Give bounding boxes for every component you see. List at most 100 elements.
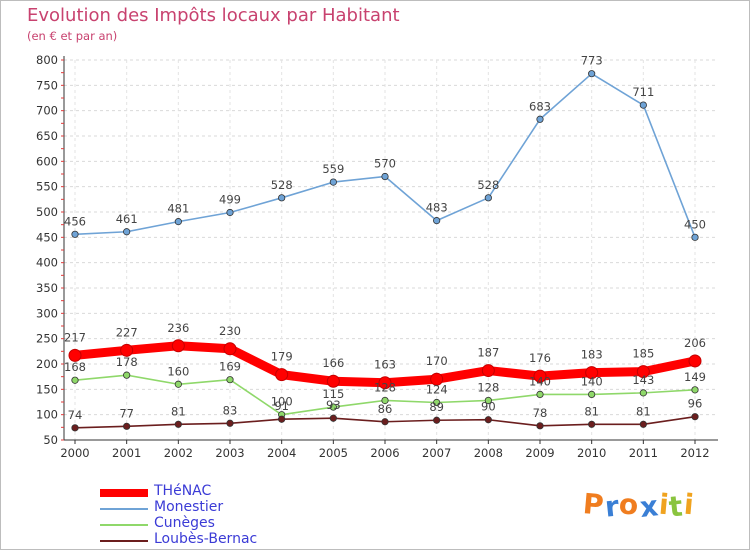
data-label: 124	[426, 383, 448, 397]
legend-label-loubes-bernac: Loubès-Bernac	[154, 531, 258, 547]
data-label: 163	[374, 358, 396, 372]
data-label: 176	[529, 351, 551, 365]
data-label: 236	[167, 321, 189, 335]
data-point	[381, 396, 389, 405]
data-label: 456	[64, 214, 86, 228]
proxiti-logo: Proxiti	[581, 487, 696, 524]
data-point	[378, 376, 392, 390]
data-label: 230	[219, 324, 241, 338]
data-point	[381, 172, 389, 181]
data-label: 450	[684, 217, 706, 231]
data-point	[278, 194, 286, 202]
data-label: 78	[533, 406, 548, 420]
data-label: 481	[167, 202, 189, 216]
data-point	[226, 376, 234, 384]
data-point	[275, 368, 289, 382]
data-point	[430, 372, 444, 386]
data-label: 570	[374, 157, 396, 171]
y-tick-label: 300	[36, 306, 58, 320]
data-label: 74	[68, 408, 83, 422]
data-label: 93	[326, 398, 341, 412]
y-tick-label: 100	[36, 408, 58, 422]
data-point	[639, 420, 647, 428]
x-tick-label: 2005	[319, 446, 348, 460]
data-label: 140	[581, 374, 603, 388]
data-point	[533, 369, 547, 383]
x-tick-label: 2009	[525, 446, 554, 460]
data-label: 559	[322, 162, 344, 176]
data-label: 683	[529, 99, 551, 113]
data-point	[691, 233, 699, 241]
legend-label-cuneges: Cunèges	[154, 515, 215, 531]
data-label: 179	[271, 350, 293, 364]
data-label: 168	[64, 360, 86, 374]
y-tick-label: 200	[36, 357, 58, 371]
legend-label-thenac: THéNAC	[154, 483, 212, 499]
data-point	[433, 416, 441, 424]
data-point	[433, 398, 441, 407]
data-point	[481, 364, 495, 378]
data-label: 227	[116, 325, 138, 339]
legend-swatch-monestier	[100, 508, 148, 510]
data-point	[71, 230, 79, 238]
y-tick-label: 500	[36, 205, 58, 219]
line-chart: 50 100 150 200 250 300 350 400 450 500 550 600 650 70…	[36, 53, 718, 460]
data-label: 711	[632, 85, 654, 99]
data-point	[226, 419, 234, 427]
data-point	[329, 414, 337, 422]
data-point	[636, 365, 650, 379]
data-point	[381, 418, 389, 426]
data-point	[588, 420, 596, 428]
data-point	[223, 342, 237, 356]
data-label: 128	[477, 380, 499, 394]
data-label: 90	[481, 400, 496, 414]
data-label: 528	[271, 178, 293, 192]
data-label: 206	[684, 336, 706, 350]
x-tick-label: 2004	[267, 446, 296, 460]
data-point	[588, 70, 596, 78]
data-point	[174, 380, 182, 388]
data-label: 183	[581, 348, 603, 362]
chart-title: Evolution des Impôts locaux par Habitant	[27, 5, 400, 26]
chart-subtitle: (en € et par an)	[27, 29, 118, 43]
legend-swatch-cuneges	[100, 524, 148, 526]
data-label: 89	[429, 400, 444, 414]
x-tick-label: 2003	[215, 446, 244, 460]
data-label: 115	[322, 387, 344, 401]
data-point	[691, 386, 699, 394]
data-point	[484, 416, 492, 424]
x-tick-label: 2007	[422, 446, 451, 460]
data-label: 81	[171, 404, 186, 418]
data-point	[329, 403, 337, 411]
data-label: 178	[116, 355, 138, 369]
data-point	[120, 343, 134, 357]
data-label: 128	[374, 380, 396, 394]
data-point	[326, 374, 340, 388]
data-label: 166	[322, 356, 344, 370]
data-label: 187	[477, 346, 499, 360]
x-tick-label: 2001	[112, 446, 141, 460]
data-label: 143	[632, 373, 654, 387]
data-point	[536, 115, 544, 123]
x-tick-label: 2008	[474, 446, 503, 460]
data-point	[588, 390, 596, 398]
data-label: 140	[529, 374, 551, 388]
y-tick-label: 550	[36, 180, 58, 194]
data-point	[123, 371, 131, 379]
data-label: 100	[271, 395, 293, 409]
data-point	[226, 208, 234, 217]
y-tick-label: 400	[36, 256, 58, 270]
data-point	[174, 420, 182, 428]
data-label: 81	[584, 404, 599, 418]
y-tick-label: 700	[36, 104, 58, 118]
data-label: 528	[477, 178, 499, 192]
data-label: 461	[116, 212, 138, 226]
data-label: 483	[426, 201, 448, 215]
data-label: 160	[167, 364, 189, 378]
data-label: 499	[219, 193, 241, 207]
logo-letter: P	[581, 487, 606, 522]
y-tick-label: 350	[36, 281, 58, 295]
data-label: 169	[219, 360, 241, 374]
logo-letter: i	[682, 487, 696, 522]
data-point	[433, 217, 441, 225]
